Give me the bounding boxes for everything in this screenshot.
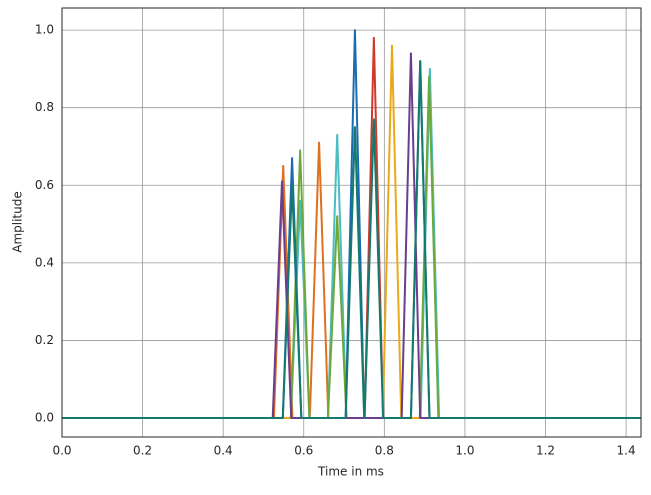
line-series	[62, 75, 641, 419]
y-tick-label: 0.2	[35, 333, 54, 347]
y-tick-label: 0.6	[35, 178, 54, 192]
x-tick-label: 0.0	[52, 444, 71, 458]
line-series	[62, 60, 641, 419]
x-tick-label: 1.0	[455, 444, 474, 458]
x-tick-label: 0.2	[133, 444, 152, 458]
x-tick-label: 0.8	[375, 444, 394, 458]
y-tick-label: 0.4	[35, 255, 54, 269]
x-axis-label: Time in ms	[317, 465, 384, 479]
x-tick-label: 1.4	[617, 444, 636, 458]
y-tick-label: 1.0	[35, 23, 54, 37]
plot-frame	[61, 7, 642, 438]
y-axis-label: Amplitude	[11, 191, 25, 253]
x-tick-label: 1.2	[536, 444, 555, 458]
y-tick-label: 0.8	[35, 100, 54, 114]
x-tick-label: 0.6	[294, 444, 313, 458]
y-tick-label: 0.0	[35, 410, 54, 424]
x-tick-label: 0.4	[214, 444, 233, 458]
